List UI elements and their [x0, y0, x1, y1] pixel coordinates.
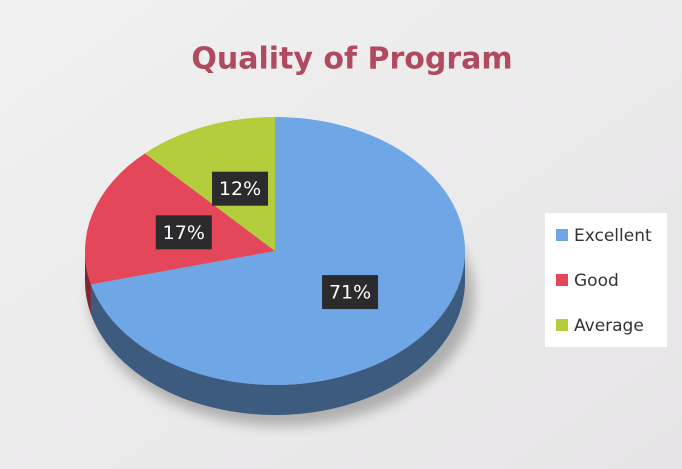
data-label-box: [322, 275, 379, 310]
slice: [144, 117, 275, 251]
chart-title: Quality of Program: [191, 42, 512, 77]
slice-side: [90, 251, 466, 416]
slice-side: [85, 251, 91, 315]
legend-label: Average: [574, 316, 644, 336]
legend-swatch: [556, 319, 568, 331]
slice: [90, 117, 466, 385]
data-label: 71%: [329, 282, 371, 304]
data-label: 17%: [163, 222, 205, 244]
legend-swatch: [556, 229, 568, 241]
data-label: 12%: [219, 178, 261, 200]
data-label-box: [212, 171, 269, 206]
legend-swatch: [556, 274, 568, 286]
data-label-box: [155, 215, 212, 250]
legend-label: Excellent: [574, 226, 652, 246]
legend-label: Good: [574, 271, 619, 291]
